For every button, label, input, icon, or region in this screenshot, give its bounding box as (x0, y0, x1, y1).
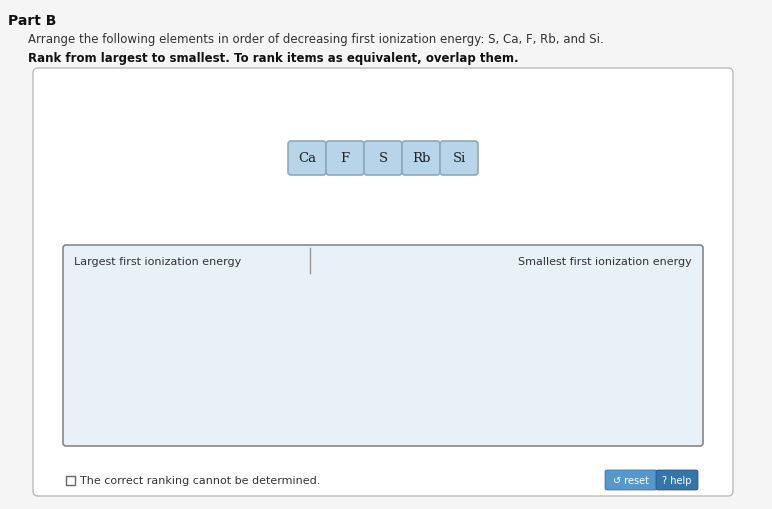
FancyBboxPatch shape (605, 470, 657, 490)
FancyBboxPatch shape (288, 142, 326, 176)
FancyBboxPatch shape (402, 142, 440, 176)
Text: F: F (340, 152, 350, 165)
Text: Ca: Ca (298, 152, 316, 165)
Text: Si: Si (452, 152, 466, 165)
FancyBboxPatch shape (440, 142, 478, 176)
FancyBboxPatch shape (656, 470, 698, 490)
Text: Rank from largest to smallest. To rank items as equivalent, overlap them.: Rank from largest to smallest. To rank i… (28, 52, 519, 65)
Text: Arrange the following elements in order of decreasing first ionization energy: S: Arrange the following elements in order … (28, 33, 604, 46)
FancyBboxPatch shape (326, 142, 364, 176)
Text: S: S (378, 152, 388, 165)
Bar (66, 475, 75, 485)
Text: Smallest first ionization energy: Smallest first ionization energy (518, 257, 692, 267)
FancyBboxPatch shape (364, 142, 402, 176)
Text: The correct ranking cannot be determined.: The correct ranking cannot be determined… (80, 475, 320, 485)
Text: ? help: ? help (662, 475, 692, 485)
FancyBboxPatch shape (63, 245, 703, 446)
FancyBboxPatch shape (33, 69, 733, 496)
Text: ↺ reset: ↺ reset (613, 475, 649, 485)
Text: Largest first ionization energy: Largest first ionization energy (74, 257, 241, 267)
Text: Rb: Rb (411, 152, 430, 165)
Text: Part B: Part B (8, 14, 56, 28)
